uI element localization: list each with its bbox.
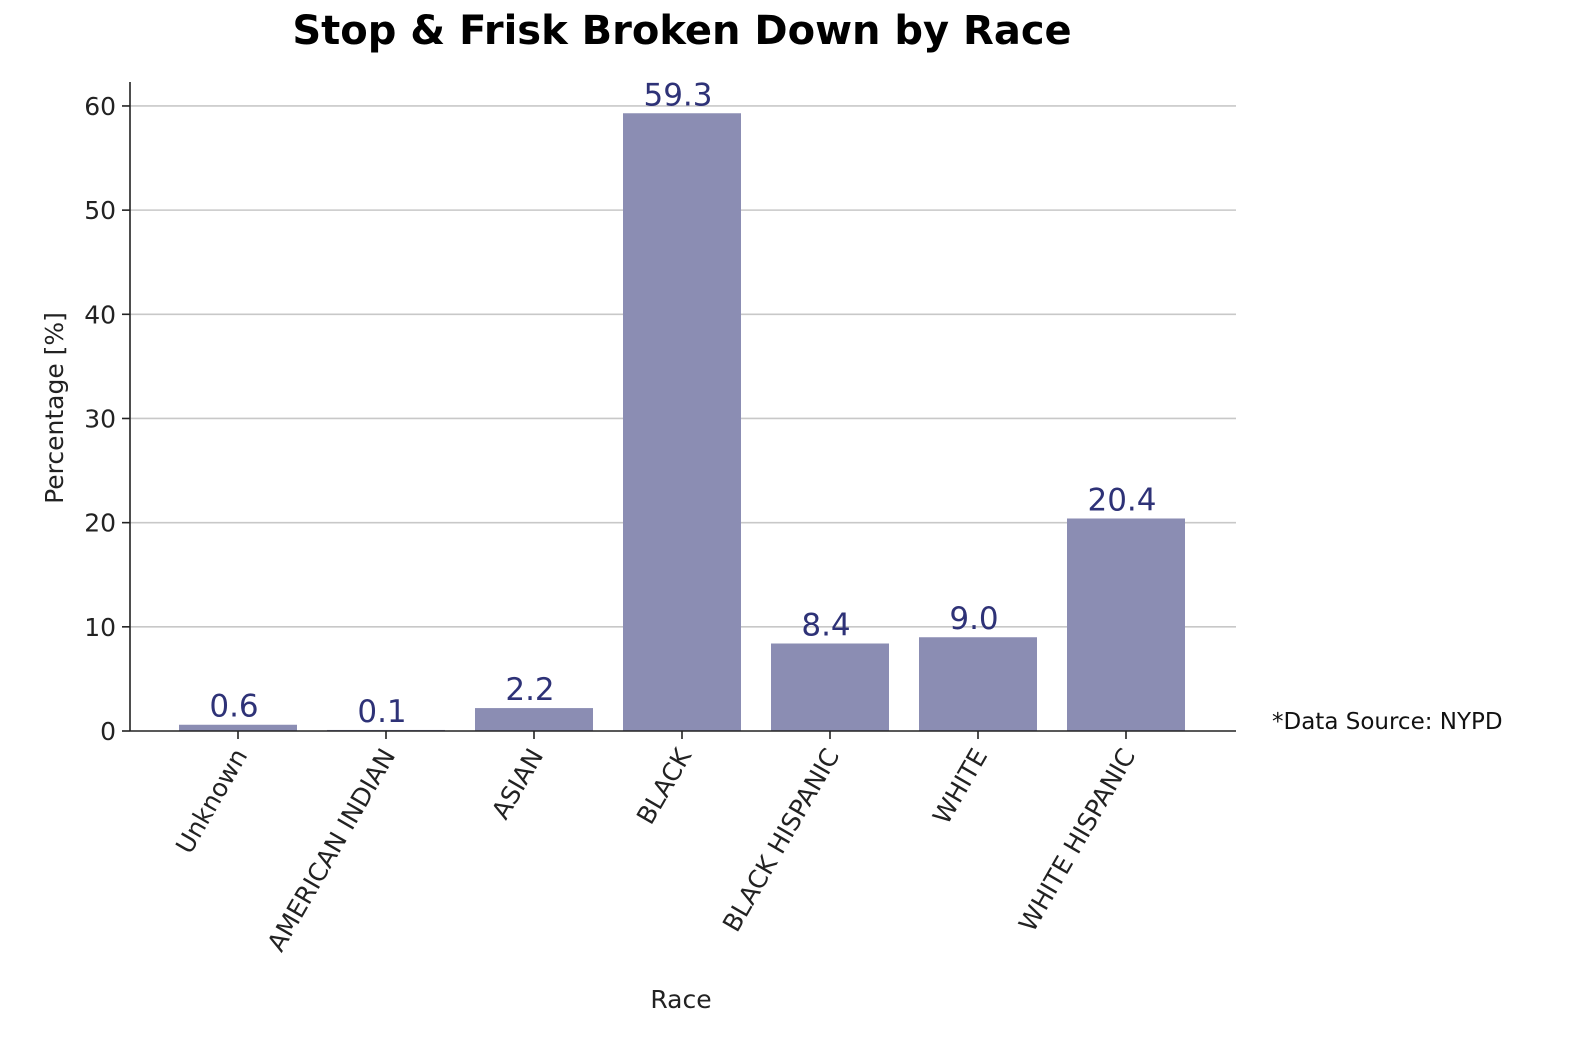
x-tick-label: WHITE	[927, 744, 993, 829]
bar-asian	[475, 708, 593, 731]
value-label: 8.4	[801, 607, 850, 643]
x-tick-labels: Unknown AMERICAN INDIAN ASIAN BLACK BLACK HI…	[170, 743, 1141, 956]
value-label: 2.2	[505, 672, 554, 708]
bar-black	[623, 113, 741, 731]
x-tick-label: BLACK HISPANIC	[717, 744, 845, 937]
y-tick-label: 40	[84, 300, 116, 329]
y-tick-label: 0	[100, 717, 116, 746]
bar-unknown	[179, 724, 297, 731]
bars	[179, 113, 1185, 731]
value-label: 0.6	[209, 689, 258, 725]
bar-white-hispanic	[1067, 518, 1185, 731]
value-label: 0.1	[357, 694, 406, 730]
value-label: 20.4	[1087, 482, 1156, 518]
chart-title: Stop & Frisk Broken Down by Race	[292, 8, 1071, 54]
y-tick-label: 20	[84, 509, 116, 538]
y-tick-label: 50	[84, 196, 116, 225]
data-source-annotation: *Data Source: NYPD	[1272, 709, 1503, 735]
x-tick-label: AMERICAN INDIAN	[262, 744, 402, 957]
y-tick-label: 30	[84, 404, 116, 433]
bar-black-hispanic	[771, 643, 889, 731]
bar-white	[919, 637, 1037, 731]
value-labels: 0.6 0.1 2.2 59.3 8.4 9.0 20.4	[209, 77, 1156, 730]
x-tick-label: BLACK	[631, 743, 698, 829]
y-tick-label: 10	[84, 613, 116, 642]
axes	[122, 82, 1236, 739]
x-tick-label: Unknown	[170, 744, 253, 859]
x-tick-label: ASIAN	[486, 744, 549, 824]
y-tick-label: 60	[84, 92, 116, 121]
y-axis-label: Percentage [%]	[40, 312, 69, 504]
x-tick-label: WHITE HISPANIC	[1013, 744, 1141, 937]
x-axis-label: Race	[650, 985, 711, 1014]
value-label: 9.0	[949, 601, 998, 637]
value-label: 59.3	[643, 77, 712, 113]
y-tick-labels: 0 10 20 30 40 50 60	[84, 92, 116, 746]
